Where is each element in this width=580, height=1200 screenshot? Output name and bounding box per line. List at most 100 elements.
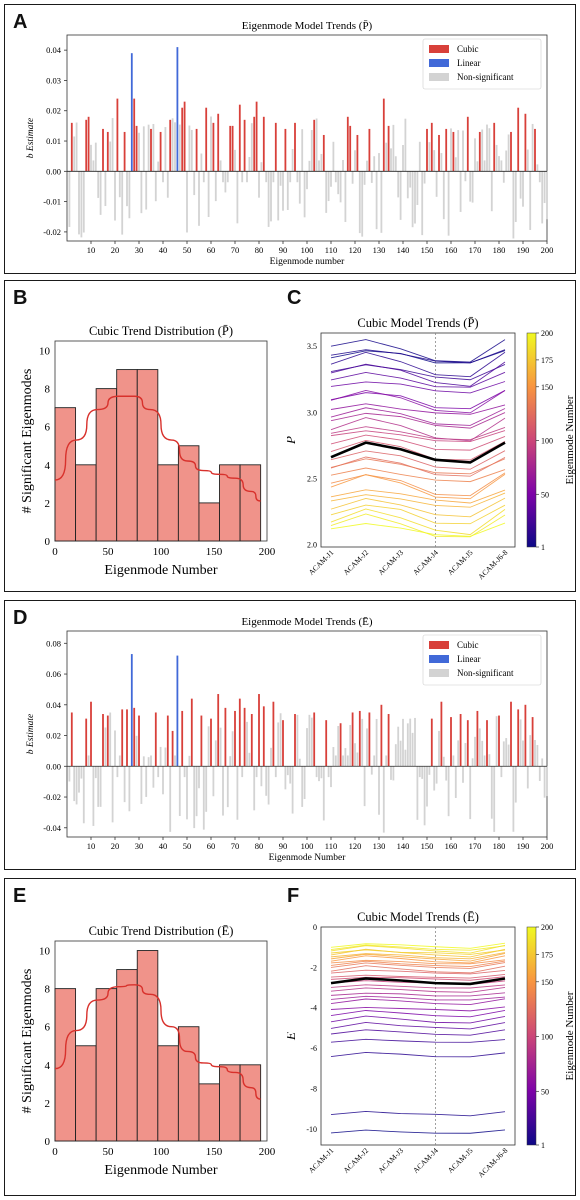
- nonsig-bar: [406, 723, 409, 767]
- nonsig-bar: [397, 726, 400, 767]
- cubic-bar: [262, 116, 265, 172]
- nonsig-bar: [325, 171, 328, 213]
- cubic-bar: [493, 122, 496, 172]
- hist-bar: [136, 369, 159, 542]
- x-tick-label: 180: [493, 245, 506, 255]
- cubic-bar: [190, 698, 193, 767]
- nonsig-bar: [373, 755, 376, 767]
- eigenmode-line: [330, 1029, 506, 1036]
- colorbar-tick-label: 200: [541, 329, 553, 338]
- eigenmode-line: [330, 1009, 506, 1018]
- colorbar-label: Eigenmode Number: [564, 991, 576, 1080]
- eigenmode-line: [330, 390, 506, 410]
- nonsig-bar: [142, 756, 145, 767]
- eigenmode-line: [330, 426, 506, 441]
- x-tick-label: 60: [207, 245, 216, 255]
- nonsig-bar: [109, 712, 112, 767]
- eigenmode-line: [330, 497, 506, 518]
- x-tick-label: 0: [52, 546, 58, 558]
- cubic-bar: [478, 131, 481, 172]
- nonsig-bar: [301, 129, 304, 172]
- x-axis-label: Eigenmode Number: [104, 563, 217, 578]
- hist-bar: [75, 464, 97, 542]
- panel-label: E: [13, 885, 27, 907]
- nonsig-bar: [346, 755, 349, 767]
- nonsig-bar: [207, 171, 210, 217]
- nonsig-bar: [435, 766, 438, 784]
- eigenmode-line: [330, 339, 506, 363]
- y-tick-label: 2.0: [307, 540, 317, 549]
- x-tick-label: 150: [421, 245, 434, 255]
- eigenmode-line: [330, 450, 506, 470]
- nonsig-bar: [370, 766, 373, 775]
- nonsig-bar: [183, 766, 186, 778]
- nonsig-bar: [411, 171, 414, 228]
- nonsig-bar: [471, 758, 474, 767]
- chart-title: Eigenmode Model Trends (P̄): [242, 20, 373, 32]
- x-tick-label: 50: [183, 841, 192, 851]
- cubic-bar: [255, 101, 258, 172]
- chart-title: Cubic Trend Distribution (P̄): [89, 324, 233, 338]
- legend-swatch: [429, 45, 449, 53]
- nonsig-bar: [428, 766, 431, 775]
- x-tick-label: 190: [517, 841, 530, 851]
- cubic-bar: [126, 709, 128, 767]
- nonsig-bar: [330, 766, 332, 788]
- eigenmode-line: [330, 513, 506, 538]
- nonsig-bar: [265, 171, 268, 183]
- x-tick-label: 50: [103, 1146, 115, 1158]
- legend-box: [422, 38, 542, 90]
- colorbar-tick-label: 175: [541, 950, 553, 959]
- x-tick-label: 20: [111, 245, 120, 255]
- y-tick-label: 0.00: [46, 761, 61, 771]
- cubic-bar: [116, 98, 119, 172]
- legend-swatch: [429, 655, 449, 663]
- eigenmode-line: [330, 952, 506, 960]
- cubic-bar: [274, 122, 277, 172]
- nonsig-bar: [277, 722, 280, 767]
- nonsig-bar: [358, 171, 361, 234]
- nonsig-bar: [224, 171, 227, 193]
- cubic-bar: [106, 131, 109, 172]
- x-tick-label: 140: [397, 841, 410, 851]
- cubic-bar: [440, 701, 443, 767]
- x-tick-label: 170: [469, 245, 482, 255]
- nonsig-bar: [414, 717, 416, 767]
- nonsig-bar: [423, 171, 426, 184]
- nonsig-bar: [92, 766, 95, 826]
- nonsig-bar: [404, 118, 407, 172]
- eigenmode-line: [330, 1052, 506, 1058]
- y-axis-label: P̄: [287, 436, 298, 445]
- x-tick-label: ACAM-J4: [411, 1146, 440, 1175]
- eigenmode-line: [330, 998, 506, 1006]
- eigenmode-line: [330, 1021, 506, 1030]
- nonsig-bar: [234, 149, 236, 172]
- nonsig-bar: [366, 160, 368, 172]
- nonsig-bar: [447, 766, 450, 817]
- eigenmode-line: [330, 969, 506, 975]
- x-tick-label: 200: [259, 1146, 276, 1158]
- cubic-bar: [133, 707, 136, 767]
- cubic-bar: [294, 122, 296, 172]
- y-tick-label: 0.01: [46, 136, 61, 146]
- cubic-bar: [106, 715, 109, 767]
- legend-label: Linear: [457, 654, 480, 664]
- eigenmode-line: [330, 417, 506, 442]
- x-tick-label: 190: [517, 245, 530, 255]
- y-tick-label: 3.0: [307, 408, 317, 417]
- eigenmode-line: [330, 944, 506, 951]
- legend-swatch: [429, 59, 449, 67]
- cubic-bar: [430, 718, 433, 767]
- nonsig-bar: [162, 766, 164, 795]
- x-tick-label: 70: [231, 841, 240, 851]
- nonsig-bar: [145, 171, 148, 210]
- cubic-bar: [159, 131, 162, 172]
- nonsig-bar: [459, 171, 462, 212]
- nonsig-bar: [440, 153, 443, 172]
- nonsig-bar: [111, 118, 114, 172]
- x-tick-label: 70: [231, 245, 240, 255]
- hist-bar: [54, 407, 77, 542]
- chart-f: Cubic Model Trends (Ē) -10 -8 -6 -4 -2 0 ACAM-J…: [287, 910, 576, 1179]
- nonsig-bar: [306, 171, 308, 190]
